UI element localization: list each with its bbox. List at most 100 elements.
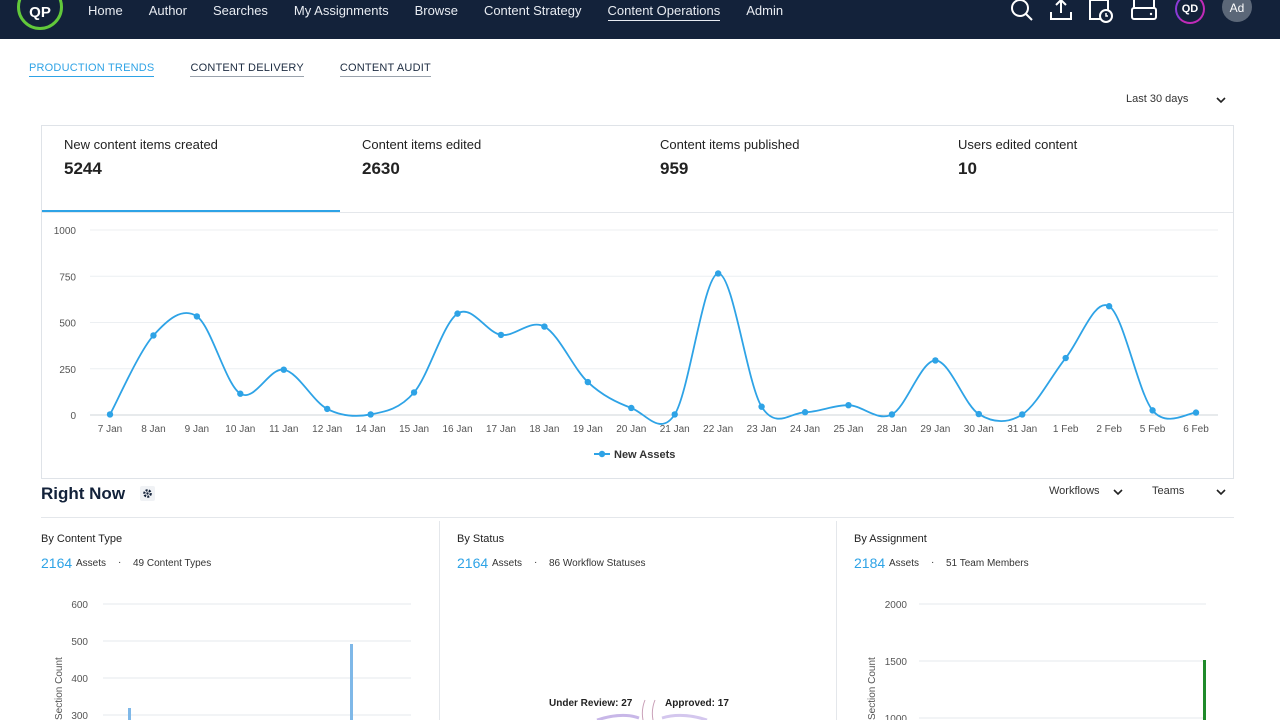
workflows-filter[interactable]: Workflows [1049,485,1100,497]
content-types-count: 49 Content Types [133,558,212,569]
y-tick: 500 [71,637,88,648]
data-point[interactable] [888,411,896,418]
x-tick-label: 8 Jan [141,424,165,435]
data-point[interactable] [801,409,809,416]
avatar[interactable]: Ad [1222,0,1252,22]
metric-items-published[interactable]: Content items published 959 [638,126,936,212]
legend-swatch-dot [598,450,606,458]
metric-new-content[interactable]: New content items created 5244 [42,126,340,212]
panel-title: By Assignment [854,533,927,545]
metric-items-edited[interactable]: Content items edited 2630 [340,126,638,212]
data-point[interactable] [280,366,287,373]
app-logo[interactable]: QP [17,0,63,30]
data-point[interactable] [193,313,201,320]
nav-home[interactable]: Home [88,3,123,18]
tab-content-audit[interactable]: CONTENT AUDIT [339,62,431,77]
asset-count-label: Assets [889,558,920,569]
x-tick-label: 21 Jan [660,424,690,435]
calendar-clock-icon[interactable] [1087,0,1115,24]
chevron-down-icon[interactable] [1215,486,1227,498]
by-assignment-panel: By Assignment 2184 Assets · 51 Team Memb… [854,520,1234,720]
x-tick-label: 6 Feb [1183,424,1209,435]
x-tick-label: 7 Jan [98,424,122,435]
slice-label: Under Review: 27 [549,698,633,709]
y-tick-label: 0 [70,411,76,422]
data-point[interactable] [410,389,418,396]
search-icon[interactable] [1008,0,1036,24]
panel-title: By Content Type [41,533,123,545]
date-range-select[interactable]: Last 30 days [1126,93,1189,105]
nav-content-operations[interactable]: Content Operations [607,3,721,21]
x-tick-label: 31 Jan [1007,424,1037,435]
logo-text: QP [29,3,51,21]
nav-my-assignments[interactable]: My Assignments [293,3,389,18]
x-tick-label: 25 Jan [833,424,863,435]
nav-content-strategy[interactable]: Content Strategy [483,3,582,18]
y-tick-label: 500 [59,319,76,330]
chevron-down-icon[interactable] [1112,486,1124,498]
data-point[interactable] [714,270,722,277]
tab-production-trends[interactable]: PRODUCTION TRENDS [29,62,155,77]
y-axis-label: Section Count [867,657,878,720]
x-tick-label: 18 Jan [529,424,559,435]
team-members-count: 51 Team Members [946,558,1029,569]
bar [350,644,353,720]
data-point[interactable] [1062,354,1069,362]
new-assets-line-chart: 0 250 500 750 1000 7 Jan 8 Jan 9 Jan 10 Jan 11 Ja… [54,226,1218,461]
nav-searches[interactable]: Searches [213,3,268,18]
data-point[interactable] [367,411,374,418]
data-point[interactable] [1105,303,1113,310]
data-point[interactable] [975,410,982,418]
x-tick-label: 12 Jan [312,424,342,435]
series-line-new-assets [109,272,1197,425]
metric-label: Users edited content [958,137,1078,152]
slice-label: Approved: 17 [665,698,729,709]
asset-count: 2164 [41,555,73,571]
slice [596,713,640,720]
x-tick-label: 11 Jan [269,424,298,435]
production-trends-card: New content items created 5244 Content i… [41,125,1234,479]
x-tick-label: 15 Jan [399,424,429,435]
teams-filter[interactable]: Teams [1152,485,1185,497]
x-tick-label: 19 Jan [573,424,603,435]
data-point[interactable] [671,411,678,418]
data-point[interactable] [628,404,635,412]
data-point[interactable] [150,332,157,339]
panel-divider [836,521,837,720]
drive-icon[interactable] [1130,0,1158,24]
nav-browse[interactable]: Browse [414,3,458,18]
nav-admin[interactable]: Admin [746,3,784,18]
data-point[interactable] [1149,407,1156,414]
x-tick-label: 2 Feb [1096,424,1122,435]
user-badge[interactable]: QD [1175,0,1205,24]
data-point[interactable] [845,401,852,409]
data-point[interactable] [497,331,505,339]
data-point[interactable] [237,390,244,397]
data-point[interactable] [106,411,114,418]
bar [128,708,131,720]
data-point[interactable] [584,378,592,386]
chevron-down-icon[interactable] [1215,94,1227,106]
section-divider [41,517,1234,518]
data-point[interactable] [454,310,461,317]
data-point[interactable] [324,405,331,413]
gear-icon[interactable] [140,486,155,501]
y-tick-label: 250 [59,365,76,376]
tab-content-delivery[interactable]: CONTENT DELIVERY [190,62,304,77]
metric-value: 5244 [64,159,102,178]
x-tick-label: 22 Jan [703,424,733,435]
data-point[interactable] [541,323,548,330]
separator-dot: · [931,557,935,568]
metric-users-edited[interactable]: Users edited content 10 [936,126,1234,212]
y-tick: 600 [71,600,88,611]
upload-icon[interactable] [1047,0,1075,24]
legend-label[interactable]: New Assets [614,449,675,461]
data-point[interactable] [1192,409,1200,416]
metric-value: 959 [660,159,689,178]
asset-count: 2184 [854,555,886,571]
nav-author[interactable]: Author [148,3,187,18]
data-point[interactable] [758,403,765,410]
data-point[interactable] [932,357,939,364]
data-point[interactable] [1019,411,1026,418]
assignment-bar-chart: 2000 1500 1000 Section Count [867,600,1206,720]
